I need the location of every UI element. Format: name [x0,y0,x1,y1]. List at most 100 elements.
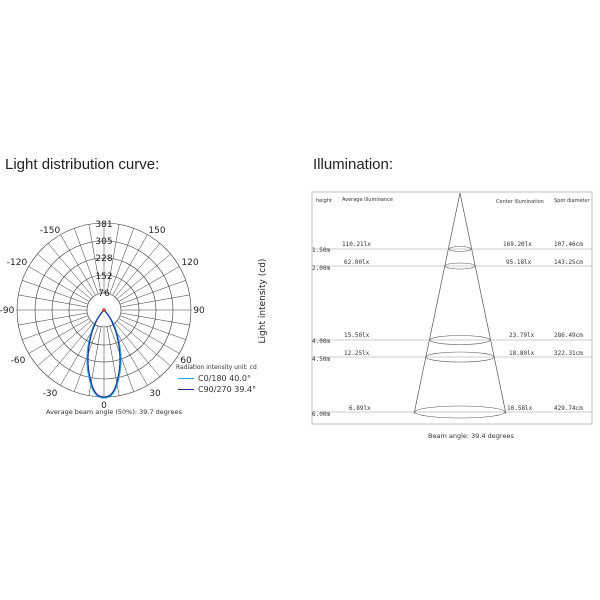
row-average: 12.25lx [344,350,370,357]
polar-spoke [74,228,99,295]
header-center-illumination: Center illumination [496,199,544,205]
legend-label-c0: C0/180 40.0° [198,374,251,383]
row-height: 6.00m [312,411,330,418]
curve-c0-180 [86,309,122,399]
angle-label-neg30: -30 [43,389,58,399]
ring-label-381: 381 [95,220,112,230]
cone-right-edge [459,192,507,415]
intensity-curves [86,308,122,399]
angle-label-90: 90 [193,306,205,316]
row-center: 18.80lx [509,350,535,357]
polar-grid [16,222,192,398]
angle-label-neg60: -60 [11,356,26,366]
header-height: height [316,198,332,204]
row-height: 2.00m [312,265,330,272]
cone-left-edge [413,192,461,415]
polar-spoke [116,253,171,300]
row-height: 4.50m [312,356,330,363]
ring-label-76: 76 [98,289,110,299]
polar-spoke [18,312,88,326]
polar-spoke [112,324,148,386]
illumination-row: 6.00m 6.89lx 10.58lx 429.74cm [312,405,592,419]
polar-spoke [47,243,94,298]
polar-spoke [106,224,120,294]
ring-label-228: 228 [95,254,112,264]
row-spot: 429.74cm [554,405,583,412]
angle-label-60: 60 [180,356,192,366]
row-spot: 107.46cm [554,241,583,248]
ring-label-152: 152 [95,272,112,282]
angle-label-150: 150 [148,226,165,236]
polar-spoke [109,228,134,295]
legend-swatch-c0 [178,378,194,379]
row-height: 4.00m [312,338,330,345]
polar-spoke [120,294,190,308]
row-average: 15.50lx [344,332,370,339]
polar-spoke [28,266,90,302]
polar-spoke [119,280,186,305]
polar-spoke [28,318,90,354]
angle-label-120: 120 [181,258,198,268]
polar-spoke [118,318,180,354]
polar-spoke [109,325,134,392]
angle-label-neg120: -120 [7,258,28,268]
row-spot: 143.25cm [554,259,583,266]
average-beam-angle: Average beam angle (50%): 39.7 degrees [46,408,182,416]
legend-item-c90: C90/270 39.4° [178,385,256,394]
illumination-title: Illumination: [313,156,394,173]
angle-label-neg150: -150 [40,226,61,236]
angle-label-0: 0 [101,401,107,411]
ring-label-305: 305 [95,237,112,247]
row-height: 1.50m [312,247,330,254]
header-spot-diameter: Spot diameter [554,198,591,204]
polar-spoke [112,234,148,296]
polar-spoke [119,315,186,340]
polar-spoke [37,320,92,367]
polar-spoke [22,315,89,340]
polar-spoke [60,324,96,386]
polar-spoke [18,294,88,308]
row-average: 6.89lx [349,405,371,412]
row-center: 169.20lx [503,241,532,248]
polar-spoke [114,322,161,377]
beam-angle-caption: Beam angle: 39.4 degrees [428,432,514,440]
spot-ellipse [414,405,506,419]
row-average: 110.21lx [342,241,371,248]
row-spot: 322.31cm [554,350,583,357]
row-spot: 286.49cm [554,332,583,339]
curve-c90-270 [87,309,121,398]
header-average-illuminance: Average illuminance [342,197,393,203]
legend-item-c0: C0/180 40.0° [178,374,251,383]
row-average: 62.00lx [344,259,370,266]
illumination-row: 4.00m 15.50lx 23.79lx 286.49cm [312,332,592,345]
origin-marker [102,308,106,312]
spot-ellipse [444,262,476,270]
polar-spoke [88,224,102,294]
angle-label-30: 30 [149,389,161,399]
polar-spoke [74,325,99,392]
polar-spoke [60,234,96,296]
illumination-row: 4.50m 12.25lx 18.80lx 322.31cm [312,350,592,363]
spot-ellipse [448,246,472,252]
legend-swatch-c90 [178,389,194,390]
row-center: 10.58lx [507,405,533,412]
illumination-row: 2.00m 62.00lx 95.18lx 143.25cm [312,259,592,272]
row-center: 95.18lx [506,259,532,266]
radiation-unit-label: Radiation intensity unit: cd [176,364,257,371]
light-distribution-title: Light distribution curve: [5,156,160,173]
row-center: 23.79lx [509,332,535,339]
polar-spoke [116,320,171,367]
polar-spoke [114,243,161,298]
polar-spoke [47,322,94,377]
angle-label-neg90: -90 [0,306,15,316]
polar-spoke [37,253,92,300]
legend-label-c90: C90/270 39.4° [198,385,257,394]
polar-spoke [22,280,89,305]
spot-ellipse [429,335,491,345]
polar-spoke [120,312,190,326]
illumination-row: 1.50m 110.21lx 169.20lx 107.46cm [312,241,592,254]
illumination-frame [311,191,593,425]
polar-spoke [118,266,180,302]
